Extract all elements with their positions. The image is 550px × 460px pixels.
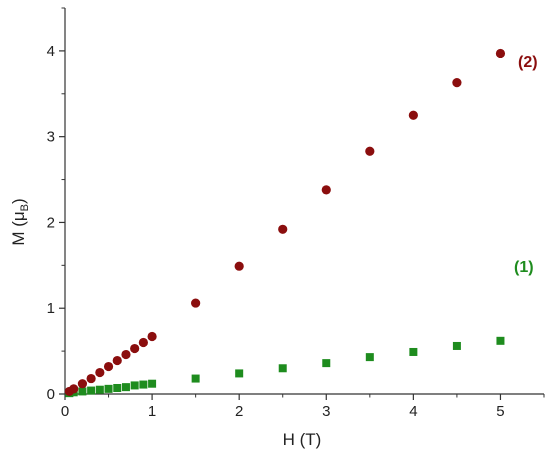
data-point-series-2 — [495, 48, 506, 59]
x-tick-label: 3 — [322, 403, 330, 420]
data-point-series-2 — [234, 261, 244, 271]
data-point-series-1 — [130, 381, 139, 390]
data-point-series-1 — [365, 353, 374, 362]
y-axis-title-subscript: B — [19, 204, 31, 211]
data-point-series-1 — [113, 383, 122, 392]
data-point-series-2 — [138, 337, 148, 348]
data-point-series-2 — [408, 110, 418, 120]
data-point-series-2 — [112, 355, 122, 366]
data-point-series-2 — [103, 361, 114, 372]
data-point-series-2 — [121, 349, 131, 360]
data-point-series-1 — [87, 386, 96, 395]
x-tick-label: 1 — [148, 403, 156, 420]
data-point-series-1 — [496, 336, 505, 345]
axes — [64, 8, 544, 395]
data-point-series-2 — [77, 379, 88, 389]
data-point-series-1 — [148, 379, 157, 388]
data-point-series-1 — [78, 387, 87, 396]
y-tick-label: 3 — [47, 129, 55, 146]
x-tick-label: 4 — [409, 403, 417, 420]
y-axis-title: M (μB) — [9, 198, 31, 245]
data-point-series-1 — [139, 380, 148, 389]
y-axis-title-mu: μ — [9, 211, 28, 221]
x-tick-label: 2 — [235, 403, 243, 420]
axis-ticks — [59, 7, 545, 400]
y-tick-label: 1 — [47, 300, 55, 317]
data-point-series-1 — [95, 385, 104, 394]
data-point-series-1 — [104, 384, 113, 393]
x-axis-title: H (T) — [283, 430, 322, 449]
data-point-series-2 — [69, 384, 79, 394]
series-label-1: (1) — [514, 259, 534, 276]
data-point-series-2 — [365, 146, 375, 156]
data-point-series-2 — [130, 343, 140, 354]
data-point-series-1 — [409, 347, 418, 356]
data-point-series-1 — [191, 374, 200, 383]
data-point-series-2 — [86, 373, 96, 384]
y-tick-label: 2 — [47, 214, 55, 231]
data-point-series-1 — [278, 364, 287, 373]
data-point-series-2 — [452, 78, 462, 88]
y-tick-label: 0 — [47, 386, 55, 403]
data-point-series-2 — [191, 298, 201, 308]
data-point-series-1 — [121, 383, 130, 392]
data-point-series-2 — [95, 367, 105, 378]
y-axis-title-suffix: ) — [9, 198, 28, 204]
series-label-2: (2) — [518, 54, 538, 71]
y-tick-label: 4 — [47, 43, 55, 60]
x-tick-label: 0 — [61, 403, 69, 420]
data-point-series-2 — [147, 331, 157, 342]
data-point-series-2 — [278, 224, 288, 234]
tick-labels: 0 1 2 3 4 5 0 1 2 3 4 — [47, 43, 505, 420]
x-tick-label: 5 — [496, 403, 504, 420]
y-axis-title-prefix: M ( — [9, 221, 28, 246]
data-point-series-1 — [322, 359, 331, 368]
data-point-series-1 — [452, 341, 461, 350]
data-points — [64, 48, 506, 398]
data-point-series-2 — [321, 185, 331, 195]
data-point-series-1 — [235, 369, 244, 378]
